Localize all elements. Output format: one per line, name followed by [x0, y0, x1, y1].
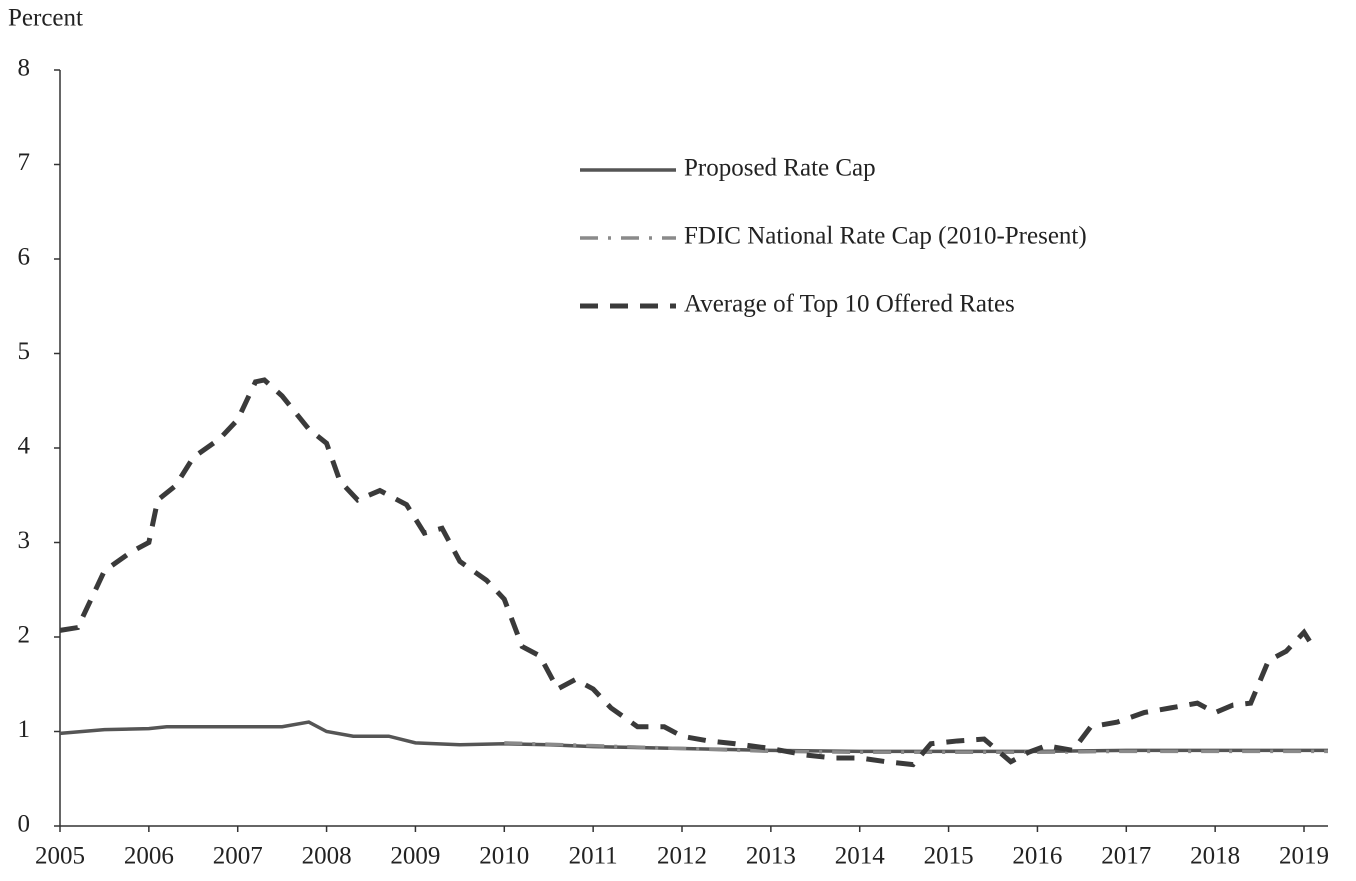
- x-tick-label: 2015: [924, 843, 974, 870]
- y-tick-label: 5: [18, 338, 31, 365]
- series-line: [504, 741, 1328, 755]
- y-tick-label: 1: [18, 716, 31, 743]
- series-line: [59, 377, 1316, 768]
- y-tick-label: 6: [18, 244, 31, 271]
- x-tick-label: 2014: [835, 843, 886, 870]
- y-axis-label: Percent: [8, 5, 83, 32]
- legend-label: Proposed Rate Cap: [684, 155, 876, 182]
- legend-label: FDIC National Rate Cap (2010-Present): [684, 223, 1087, 250]
- x-tick-label: 2009: [390, 843, 440, 870]
- y-tick-label: 4: [18, 433, 31, 460]
- x-tick-label: 2006: [124, 843, 174, 870]
- x-tick-label: 2008: [302, 843, 352, 870]
- x-tick-label: 2012: [657, 843, 707, 870]
- x-tick-label: 2010: [479, 843, 529, 870]
- y-tick-label: 3: [18, 527, 31, 554]
- legend-label: Average of Top 10 Offered Rates: [684, 291, 1015, 318]
- y-tick-label: 8: [18, 55, 31, 82]
- x-tick-label: 2018: [1190, 843, 1240, 870]
- x-tick-label: 2007: [213, 843, 263, 870]
- x-tick-label: 2019: [1279, 843, 1329, 870]
- x-tick-label: 2011: [569, 843, 618, 870]
- x-tick-label: 2017: [1101, 843, 1151, 870]
- x-tick-label: 2016: [1012, 843, 1062, 870]
- y-tick-label: 0: [18, 811, 31, 838]
- y-tick-label: 2: [18, 622, 31, 649]
- y-tick-label: 7: [18, 149, 31, 176]
- x-tick-label: 2005: [35, 843, 85, 870]
- x-tick-label: 2013: [746, 843, 796, 870]
